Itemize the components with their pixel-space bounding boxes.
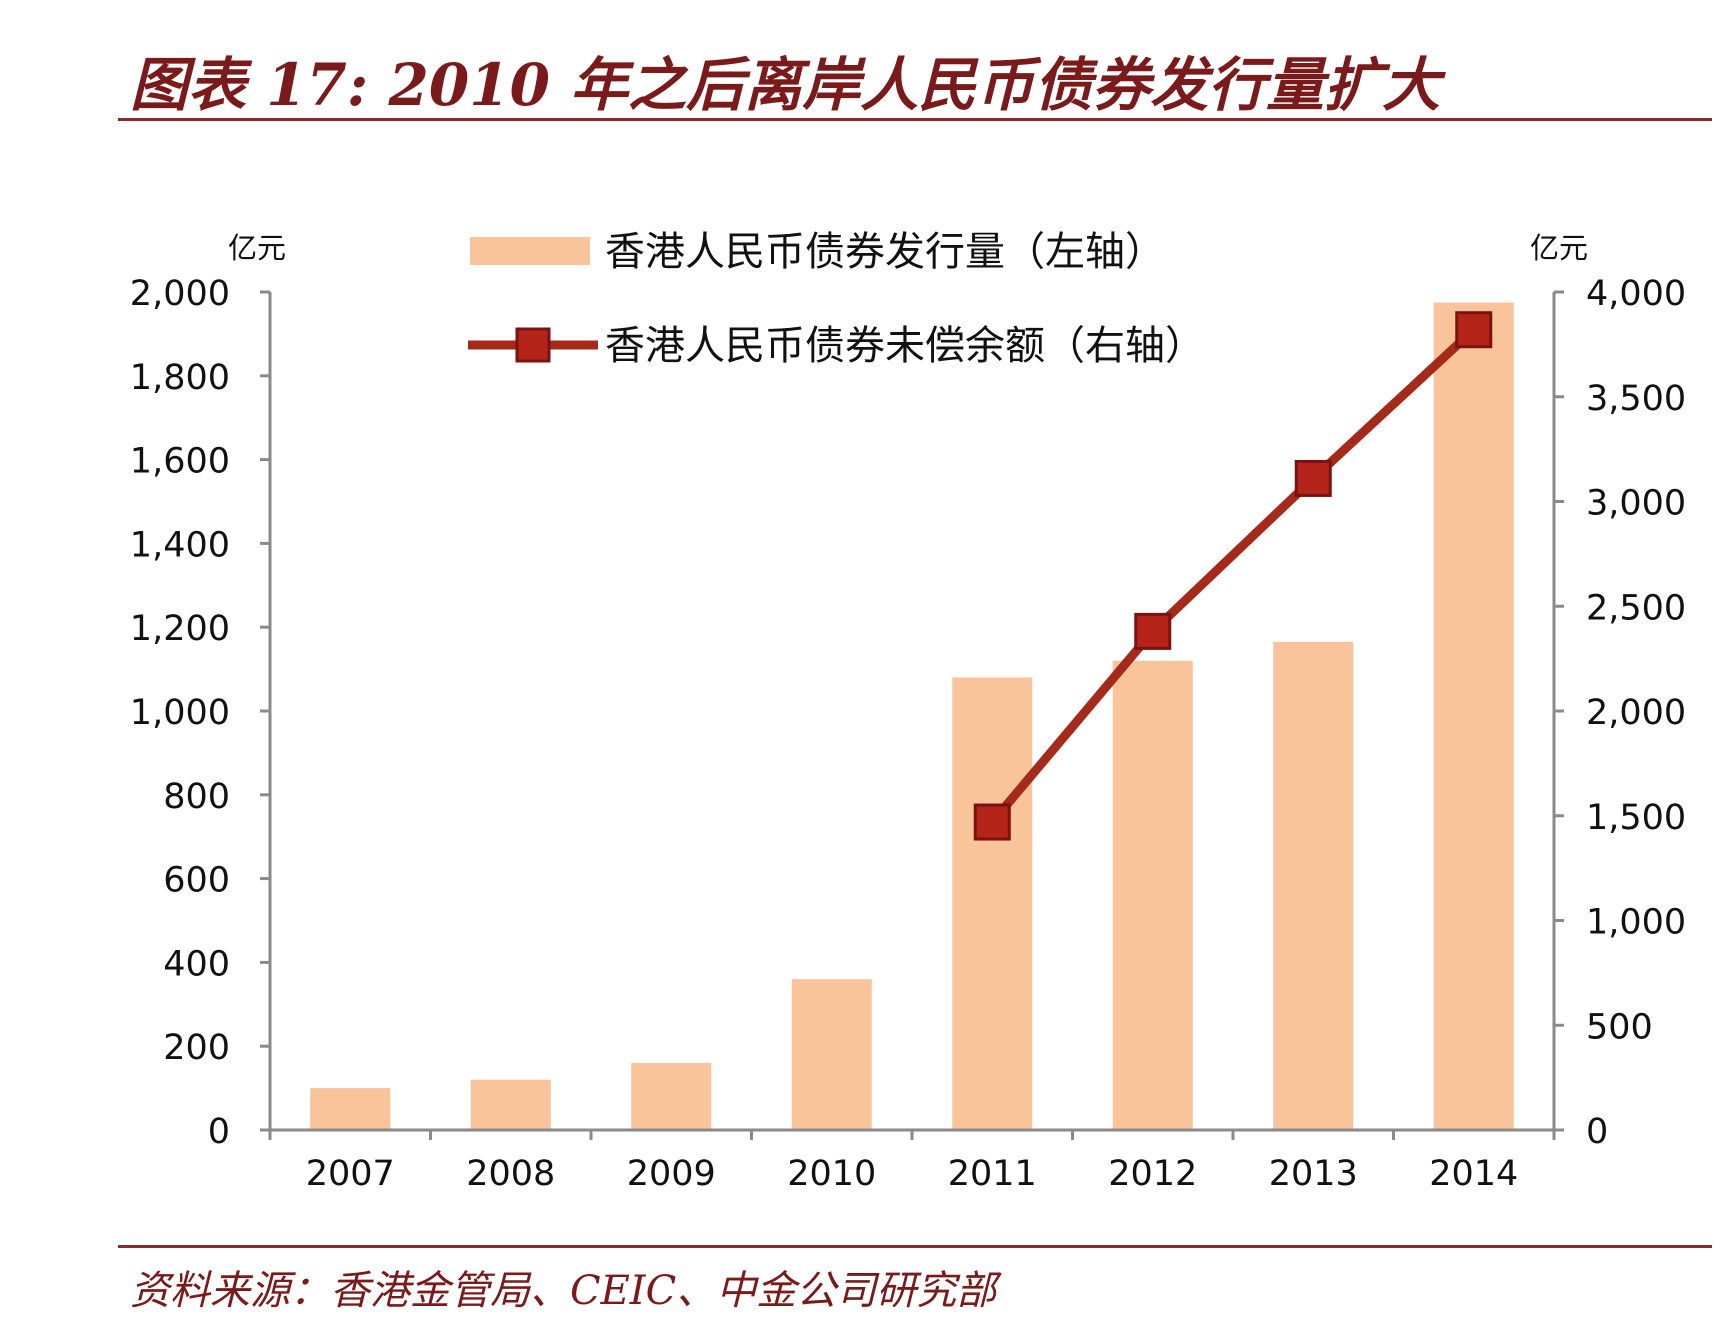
line-marker-2012: [1134, 612, 1172, 650]
combo-chart: 0 200 400 600 800 1,000 1,200 1,400 1,600 1,800 2,…: [130, 229, 1686, 1194]
x-tick-label: 2012: [1108, 1154, 1197, 1194]
right-tick-label: 4,000: [1586, 274, 1686, 314]
bar-2011: [952, 677, 1033, 1130]
bar-2012: [1112, 660, 1193, 1130]
right-tick-label: 500: [1586, 1007, 1653, 1047]
bar-2010: [791, 979, 872, 1130]
right-tick-label: 1,500: [1586, 798, 1686, 838]
line-marker-2011: [973, 803, 1011, 841]
right-tick-label: 0: [1586, 1112, 1608, 1152]
right-tick-label: 3,000: [1586, 484, 1686, 524]
left-tick-label: 600: [163, 861, 230, 901]
figure-title: 图表 17: 2010 年之后离岸人民币债券发行量扩大: [130, 51, 1441, 119]
source-note: 资料来源：香港金管局、CEIC、中金公司研究部: [130, 1268, 997, 1314]
right-tick-label: 3,500: [1586, 379, 1686, 419]
x-tick-label: 2011: [948, 1154, 1037, 1194]
left-tick-label: 400: [163, 944, 230, 984]
left-axis-unit: 亿元: [228, 231, 286, 265]
x-tick-label: 2009: [627, 1154, 716, 1194]
bar-2009: [631, 1062, 712, 1130]
x-tick-label: 2013: [1269, 1154, 1358, 1194]
bar-2008: [470, 1079, 551, 1130]
x-tick-label: 2010: [787, 1154, 876, 1194]
bar-2013: [1273, 641, 1354, 1130]
legend-line-label: 香港人民币债券未偿余额（右轴）: [605, 323, 1205, 369]
right-tick-label: 2,000: [1586, 693, 1686, 733]
legend-bar-label: 香港人民币债券发行量（左轴）: [605, 229, 1165, 275]
x-tick-label: 2014: [1429, 1154, 1518, 1194]
right-axis-unit: 亿元: [1530, 231, 1588, 265]
left-tick-label: 1,600: [130, 442, 230, 482]
left-tick-label: 0: [208, 1112, 230, 1152]
outstanding-line: [988, 326, 1477, 825]
legend-bar-swatch: [470, 237, 590, 265]
left-tick-label: 200: [163, 1028, 230, 1068]
line-marker-2014: [1455, 311, 1493, 349]
source-rule: [118, 1245, 1712, 1248]
title-rule: [118, 118, 1712, 121]
left-tick-label: 1,800: [130, 358, 230, 398]
x-tick-label: 2008: [466, 1154, 555, 1194]
left-tick-label: 800: [163, 777, 230, 817]
bar-2014: [1433, 302, 1514, 1131]
right-tick-label: 1,000: [1586, 903, 1686, 943]
left-tick-label: 1,000: [130, 693, 230, 733]
left-tick-label: 2,000: [130, 274, 230, 314]
line-marker-2013: [1294, 459, 1332, 497]
left-tick-label: 1,400: [130, 525, 230, 565]
right-tick-label: 2,500: [1586, 588, 1686, 628]
legend-line-marker: [515, 327, 551, 363]
left-tick-label: 1,200: [130, 609, 230, 649]
x-tick-label: 2007: [306, 1154, 395, 1194]
bar-2007: [310, 1088, 391, 1130]
